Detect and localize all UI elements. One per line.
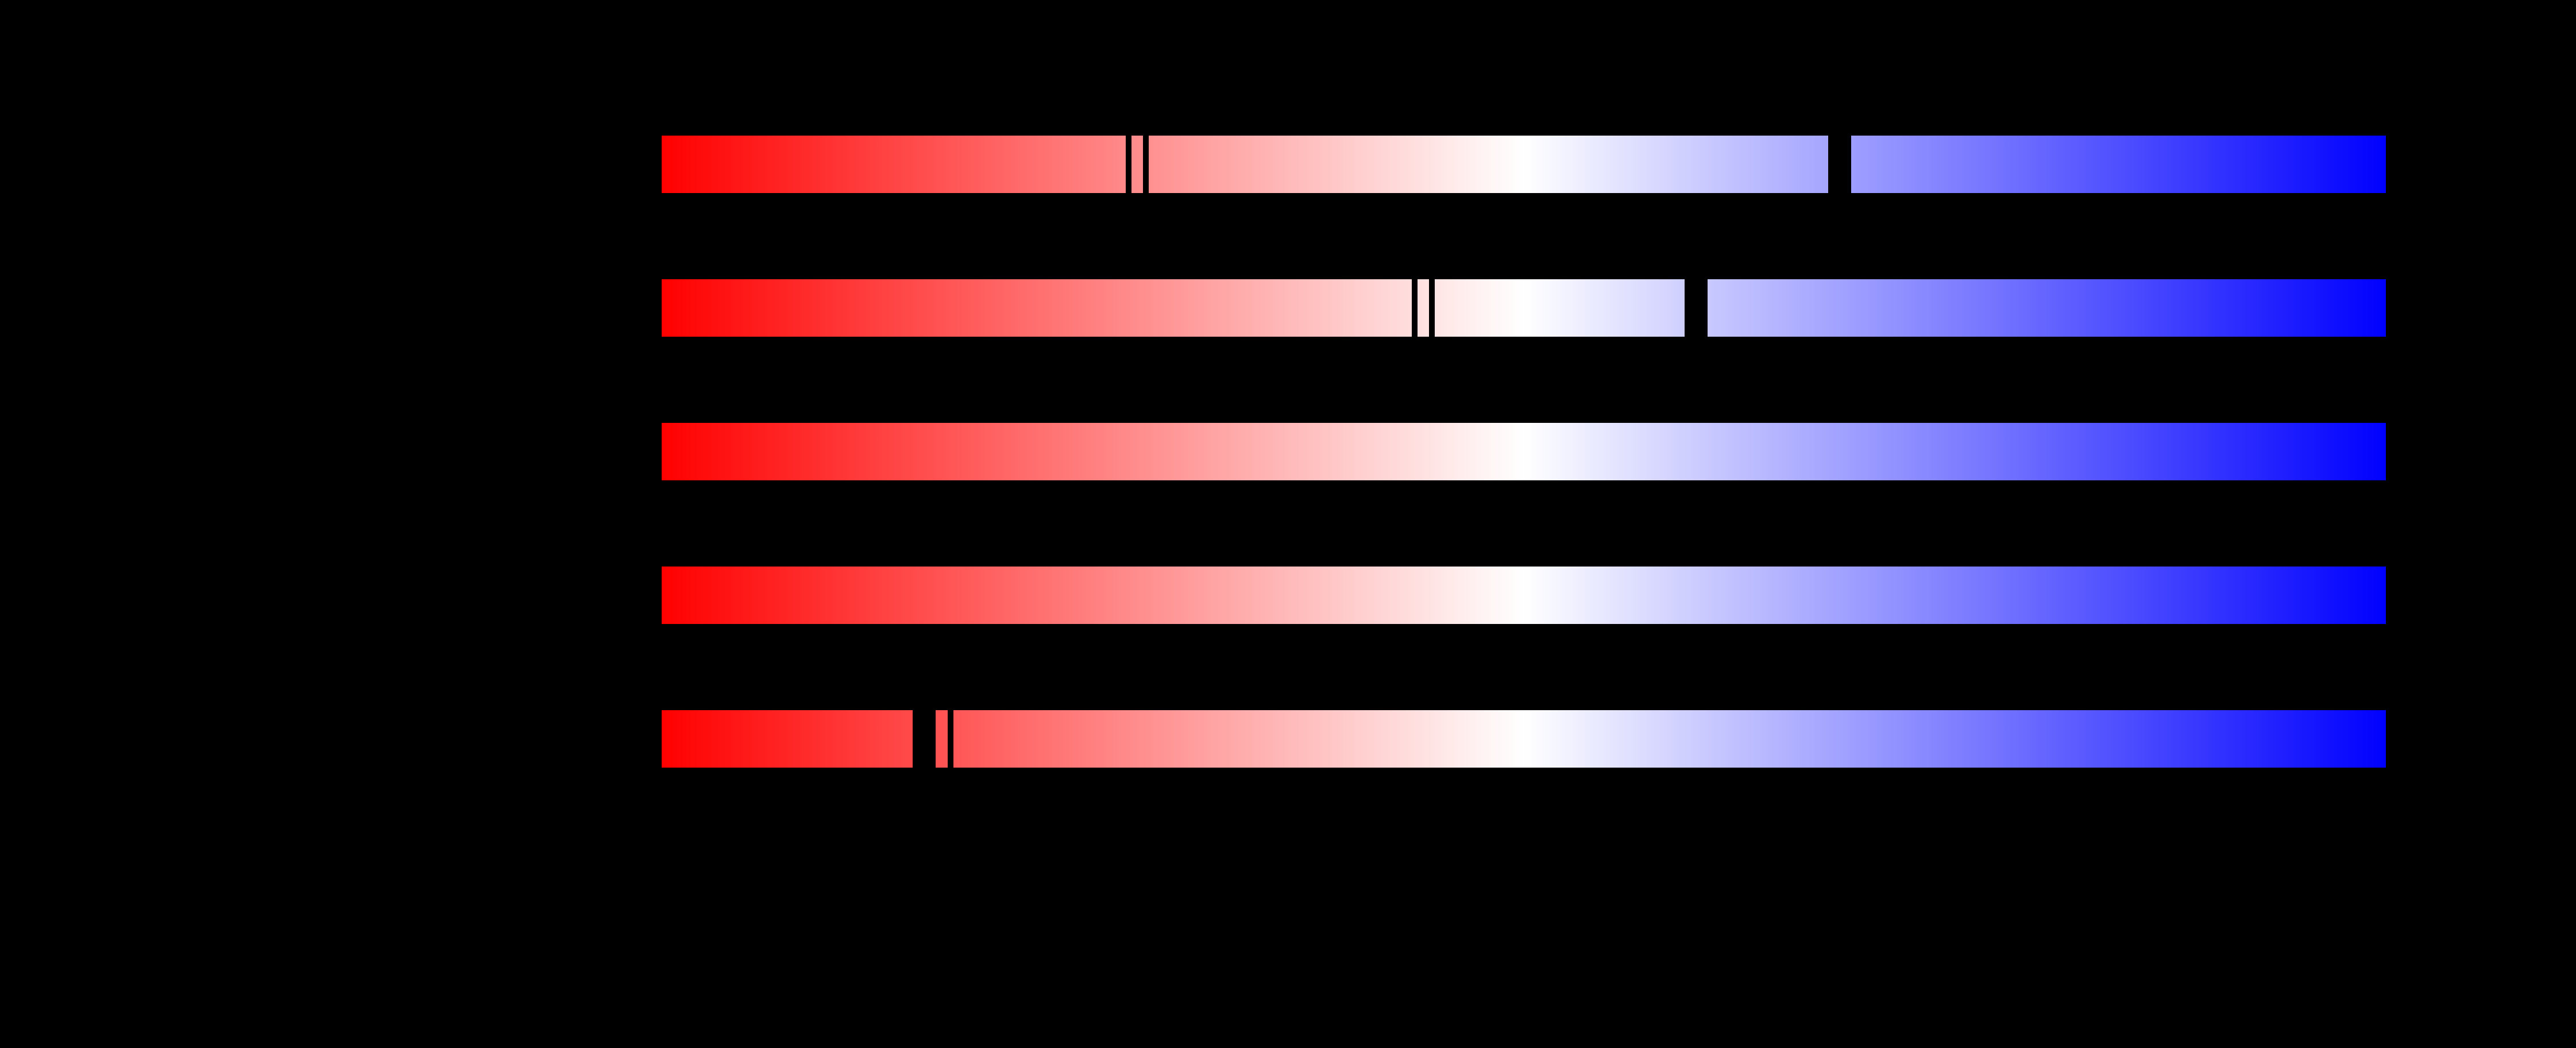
colormap-strip-row-4 <box>662 567 2386 624</box>
colormap-strip-row-3 <box>662 423 2386 480</box>
colormap-strip-row-5 <box>662 710 2386 768</box>
marker-line-row5-1 <box>913 710 936 768</box>
marker-line-row2-1 <box>1412 279 1418 337</box>
colormap-strip-row-1 <box>662 136 2386 193</box>
marker-line-row1-3 <box>1828 136 1851 193</box>
colormap-strip-row-2 <box>662 279 2386 337</box>
marker-line-row5-2 <box>948 710 953 768</box>
marker-line-row1-2 <box>1143 136 1149 193</box>
marker-line-row2-2 <box>1429 279 1435 337</box>
marker-line-row1-1 <box>1126 136 1131 193</box>
marker-line-row2-3 <box>1685 279 1708 337</box>
